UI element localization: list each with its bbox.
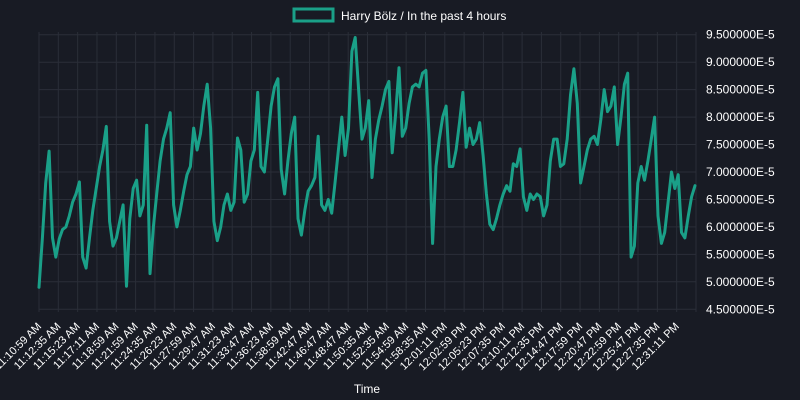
y-tick-label: 4.500000E-5 (706, 302, 775, 316)
y-tick-label: 6.000000E-5 (706, 220, 775, 234)
x-axis-label: Time (354, 382, 381, 396)
series-layer (37, 36, 697, 289)
y-tick-label: 5.500000E-5 (706, 247, 775, 261)
legend[interactable]: Harry Bölz / In the past 4 hours (292, 7, 506, 23)
y-tick-label: 9.500000E-5 (706, 28, 775, 42)
y-tick-label: 9.000000E-5 (706, 55, 775, 69)
legend-label: Harry Bölz / In the past 4 hours (341, 9, 506, 23)
y-tick-label: 8.500000E-5 (706, 83, 775, 97)
y-tick-label: 5.000000E-5 (706, 275, 775, 289)
y-tick-label: 8.000000E-5 (706, 110, 775, 124)
series-line (37, 36, 697, 289)
chart-grid (38, 32, 697, 312)
y-tick-label: 7.500000E-5 (706, 138, 775, 152)
y-tick-label: 6.500000E-5 (706, 192, 775, 206)
y-axis: 9.500000E-5 9.000000E-5 8.500000E-5 8.00000… (706, 28, 775, 317)
y-tick-label: 7.000000E-5 (706, 165, 775, 179)
legend-swatch (292, 7, 335, 23)
